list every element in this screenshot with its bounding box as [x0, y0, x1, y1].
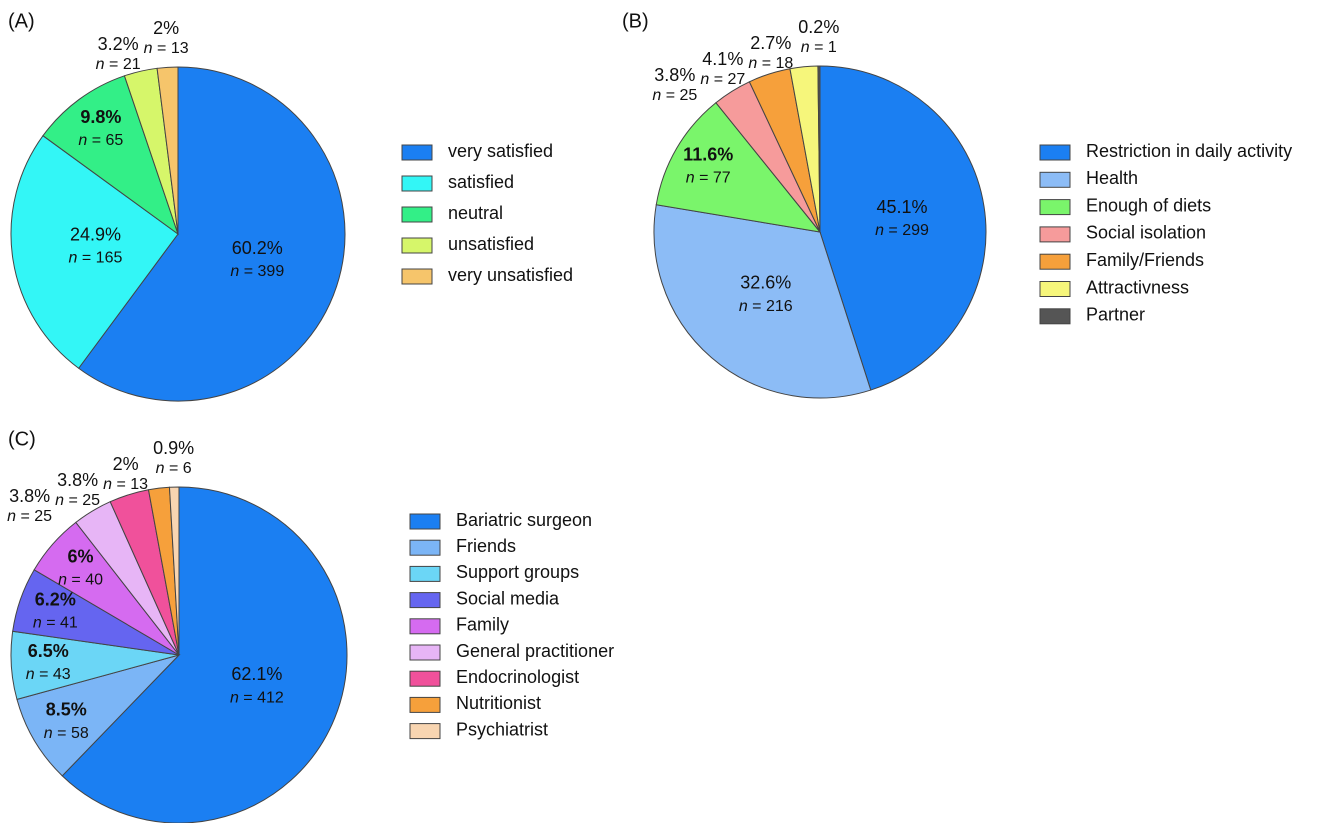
legend-swatch [409, 723, 441, 740]
value-label: 6.2% [35, 589, 76, 609]
pie-slice [42, 75, 179, 236]
count-label: n = 6 [156, 460, 192, 477]
value-label: 9.8% [80, 107, 121, 127]
pie-slice [61, 486, 348, 823]
count-label: n = 13 [144, 40, 189, 57]
legend-label: Restriction in daily activity [1086, 141, 1292, 161]
pie-slice [819, 65, 987, 391]
legend-label: very unsatisfied [448, 265, 573, 285]
legend-swatch [409, 618, 441, 635]
value-label: 45.1% [876, 197, 927, 217]
legend-label: Bariatric surgeon [456, 510, 592, 530]
legend-label: Endocrinologist [456, 667, 579, 687]
legend-label: satisfied [448, 172, 514, 192]
value-label: 0.2% [798, 17, 839, 37]
legend-swatch [409, 513, 441, 530]
legend-swatch [401, 175, 433, 192]
count-label: n = 65 [78, 132, 123, 149]
legend-swatch [409, 670, 441, 687]
value-label: 8.5% [46, 700, 87, 720]
pie-slice [16, 654, 181, 777]
pie-slice [655, 102, 822, 233]
legend-label: Nutritionist [456, 693, 541, 713]
panel-label: (A) [8, 10, 35, 32]
count-label: n = 77 [686, 170, 731, 187]
legend-label: Psychiatrist [456, 719, 548, 739]
count-label: n = 165 [69, 250, 123, 267]
legend-swatch [1039, 281, 1071, 297]
value-label: 0.9% [153, 438, 194, 458]
value-label: 3.8% [654, 65, 695, 85]
value-label: 3.8% [9, 486, 50, 506]
legend-swatch [409, 592, 441, 609]
legend-label: Family/Friends [1086, 250, 1204, 270]
count-label: n = 1 [801, 39, 837, 56]
legend-label: Health [1086, 168, 1138, 188]
panel-label: (B) [622, 10, 649, 32]
legend-swatch [1039, 226, 1071, 243]
legend-swatch [409, 565, 441, 582]
value-label: 62.1% [231, 664, 282, 684]
count-label: n = 58 [44, 725, 89, 742]
pie-slice [156, 66, 179, 235]
legend-swatch [1039, 199, 1071, 216]
legend-swatch [1039, 308, 1071, 325]
pie-slice [77, 66, 346, 402]
legend-label: Social media [456, 588, 560, 608]
value-label: 24.9% [70, 224, 121, 244]
count-label: n = 41 [33, 615, 78, 632]
legend-label: Social isolation [1086, 223, 1206, 243]
pie-slice [817, 65, 821, 233]
count-label: n = 43 [26, 666, 71, 683]
legend-swatch [1039, 171, 1071, 188]
legend-swatch [409, 644, 441, 661]
pie-slice [653, 204, 872, 399]
pie-slice [168, 486, 180, 656]
value-label: 4.1% [702, 49, 743, 69]
count-label: n = 216 [739, 298, 793, 315]
legend-swatch [401, 237, 433, 254]
legend-label: Partner [1086, 305, 1145, 325]
pie-slice [10, 135, 179, 369]
legend-label: unsatisfied [448, 234, 534, 254]
count-label: n = 399 [230, 263, 284, 280]
value-label: 3.2% [98, 34, 139, 54]
count-label: n = 18 [748, 55, 793, 72]
count-label: n = 25 [55, 492, 100, 509]
value-label: 6% [68, 546, 94, 566]
value-label: 2.7% [750, 33, 791, 53]
value-label: 3.8% [57, 470, 98, 490]
count-label: n = 299 [875, 222, 929, 239]
legend-label: Family [456, 615, 509, 635]
legend-swatch [401, 144, 433, 161]
panel-label: (C) [8, 428, 36, 450]
count-label: n = 21 [96, 56, 141, 73]
legend-label: Friends [456, 536, 516, 556]
legend-swatch [401, 268, 433, 285]
legend-label: Enough of diets [1086, 195, 1211, 215]
legend-label: Support groups [456, 562, 579, 582]
count-label: n = 27 [700, 71, 745, 88]
count-label: n = 412 [230, 690, 284, 707]
value-label: 2% [153, 18, 179, 38]
value-label: 60.2% [232, 238, 283, 258]
count-label: n = 13 [103, 476, 148, 493]
count-label: n = 25 [652, 87, 697, 104]
legend-swatch [409, 696, 441, 713]
legend-label: neutral [448, 203, 503, 223]
value-label: 11.6% [683, 144, 733, 164]
legend-swatch [1039, 144, 1071, 161]
count-label: n = 25 [7, 508, 52, 525]
legend-swatch [401, 206, 433, 223]
legend-label: General practitioner [456, 641, 614, 661]
value-label: 32.6% [740, 273, 791, 293]
value-label: 6.5% [28, 641, 69, 661]
legend-swatch [1039, 253, 1071, 270]
count-label: n = 40 [58, 572, 103, 589]
legend-swatch [409, 539, 441, 556]
legend-label: Attractivness [1086, 277, 1189, 297]
legend-label: very satisfied [448, 141, 553, 161]
value-label: 2% [113, 454, 139, 474]
